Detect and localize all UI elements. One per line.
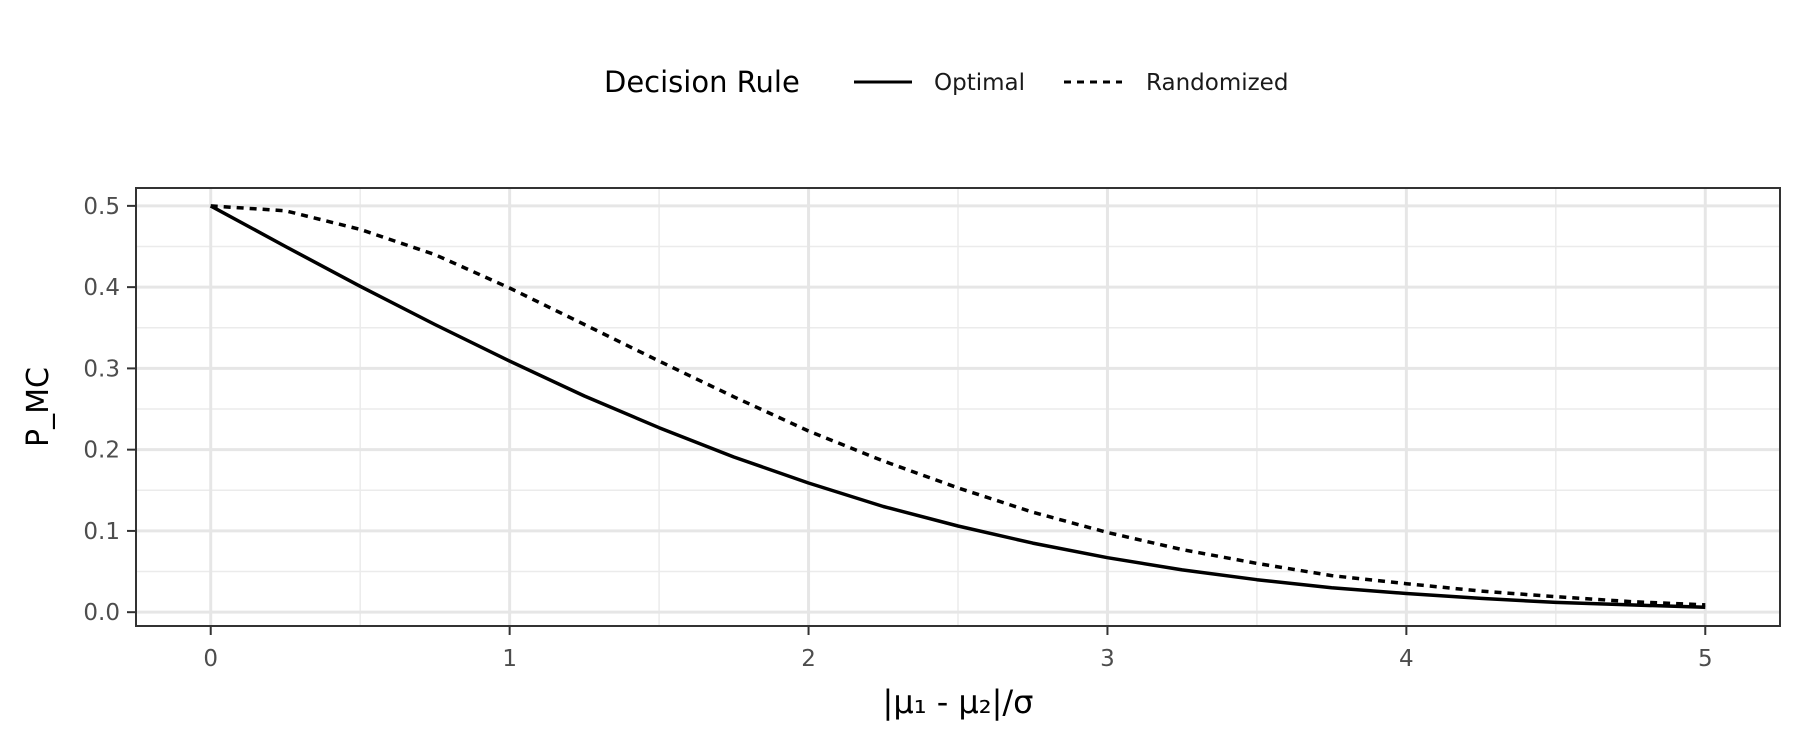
series-layer	[209, 204, 1706, 610]
grid-minor	[136, 188, 1780, 626]
y-axis-label: P_MC	[21, 367, 56, 447]
y-tick-label: 0.5	[83, 194, 120, 220]
legend-label-randomized: Randomized	[1146, 70, 1288, 96]
x-axis: 0 1 2 3 4 5	[203, 626, 1713, 672]
series-line-randomized	[210, 204, 1706, 607]
x-tick-label: 4	[1399, 646, 1414, 672]
grid-major	[136, 188, 1780, 626]
y-tick-label: 0.1	[83, 519, 120, 545]
x-tick-label: 3	[1100, 646, 1115, 672]
y-tick-label: 0.3	[83, 356, 120, 382]
y-axis: 0.0 0.1 0.2 0.3 0.4 0.5	[83, 194, 136, 626]
x-tick-label: 2	[801, 646, 816, 672]
x-axis-label: |μ₁ - μ₂|/σ	[883, 683, 1034, 721]
plot-panel-border	[135, 187, 1781, 627]
y-tick-label: 0.0	[83, 600, 120, 626]
legend-label-optimal: Optimal	[934, 70, 1025, 96]
y-tick-label: 0.2	[83, 438, 120, 464]
series-line-optimal	[209, 204, 1706, 610]
x-tick-label: 0	[203, 646, 218, 672]
legend-title: Decision Rule	[604, 65, 800, 99]
y-tick-label: 0.4	[83, 275, 120, 301]
legend: Decision Rule Optimal Randomized	[604, 65, 1288, 99]
x-tick-label: 1	[502, 646, 517, 672]
x-tick-label: 5	[1698, 646, 1713, 672]
